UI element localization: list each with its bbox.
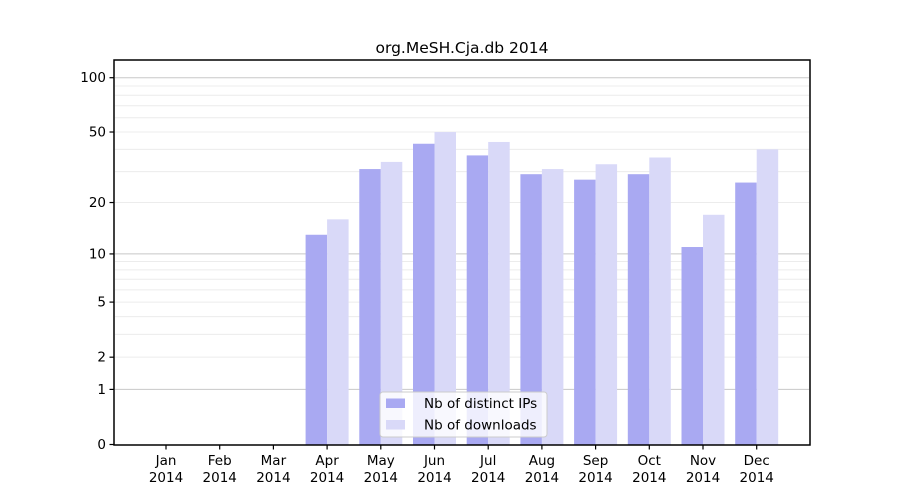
legend-swatch-downloads [386, 420, 405, 430]
x-tick-label-month: Sep [583, 453, 608, 469]
x-tick-label-year: 2014 [686, 470, 720, 486]
plot-frame [113, 59, 811, 446]
bar-downloads-nov [703, 214, 725, 445]
bar-downloads-oct [649, 157, 671, 445]
x-tick-label-month: Jun [423, 453, 445, 469]
y-tick-label: 50 [89, 125, 106, 141]
bar-distinct-ips-dec [735, 182, 757, 445]
y-tick-label: 0 [97, 437, 106, 453]
x-tick-label-year: 2014 [417, 470, 451, 486]
legend-swatch-distinct-ips [386, 398, 405, 408]
bar-downloads-aug [541, 169, 564, 445]
x-tick-label-month: Aug [529, 453, 555, 469]
y-tick-label: 100 [80, 70, 106, 86]
y-tick-label: 5 [97, 295, 106, 311]
bar-distinct-ips-may [359, 169, 381, 445]
x-tick-label-month: Jul [479, 453, 496, 469]
y-tick-label: 10 [89, 246, 106, 262]
bar-downloads-sep [595, 164, 618, 445]
bar-distinct-ips-oct [627, 174, 650, 445]
x-tick-label-year: 2014 [578, 470, 612, 486]
chart-title: org.MeSH.Cja.db 2014 [375, 39, 548, 57]
x-tick-label-month: Jan [155, 453, 177, 469]
x-tick-label-year: 2014 [310, 470, 344, 486]
bar-downloads-jul [488, 141, 510, 446]
y-tick-label: 2 [97, 350, 106, 366]
bar-downloads-jun [434, 132, 456, 446]
x-tick-label-month: Apr [315, 453, 339, 469]
x-tick-label-year: 2014 [740, 470, 774, 486]
legend: Nb of distinct IPs Nb of downloads [379, 391, 548, 438]
bar-distinct-ips-aug [520, 174, 542, 445]
bar-downloads-apr [327, 219, 349, 445]
y-tick-label: 20 [89, 195, 106, 211]
x-tick-label-month: May [367, 453, 395, 469]
x-tick-label-year: 2014 [256, 470, 290, 486]
x-tick-label-year: 2014 [471, 470, 505, 486]
x-tick-label-month: Dec [744, 453, 770, 469]
bar-distinct-ips-nov [681, 247, 703, 445]
x-tick-label-month: Mar [261, 453, 287, 469]
legend-label-distinct-ips: Nb of distinct IPs [424, 396, 537, 412]
x-tick-label-year: 2014 [364, 470, 398, 486]
x-tick-label-month: Nov [690, 453, 716, 469]
x-tick-label-month: Feb [208, 453, 232, 469]
x-tick-label-year: 2014 [525, 470, 559, 486]
bar-downloads-dec [756, 149, 779, 446]
bar-distinct-ips-jul [466, 155, 489, 445]
legend-box [379, 391, 548, 438]
bar-distinct-ips-apr [305, 234, 328, 445]
bars-layer [305, 132, 779, 446]
x-tick-label-year: 2014 [149, 470, 183, 486]
x-tick-label-year: 2014 [203, 470, 237, 486]
axes-layer: 0125102050100Jan2014Feb2014Mar2014Apr201… [80, 70, 774, 486]
x-tick-label-month: Oct [638, 453, 661, 469]
x-tick-label-year: 2014 [632, 470, 666, 486]
bar-downloads-may [380, 161, 403, 445]
legend-label-downloads: Nb of downloads [424, 418, 537, 434]
bar-distinct-ips-jun [413, 143, 435, 445]
y-tick-label: 1 [97, 382, 106, 398]
bar-distinct-ips-sep [574, 179, 596, 445]
gridlines-layer [115, 77, 809, 390]
